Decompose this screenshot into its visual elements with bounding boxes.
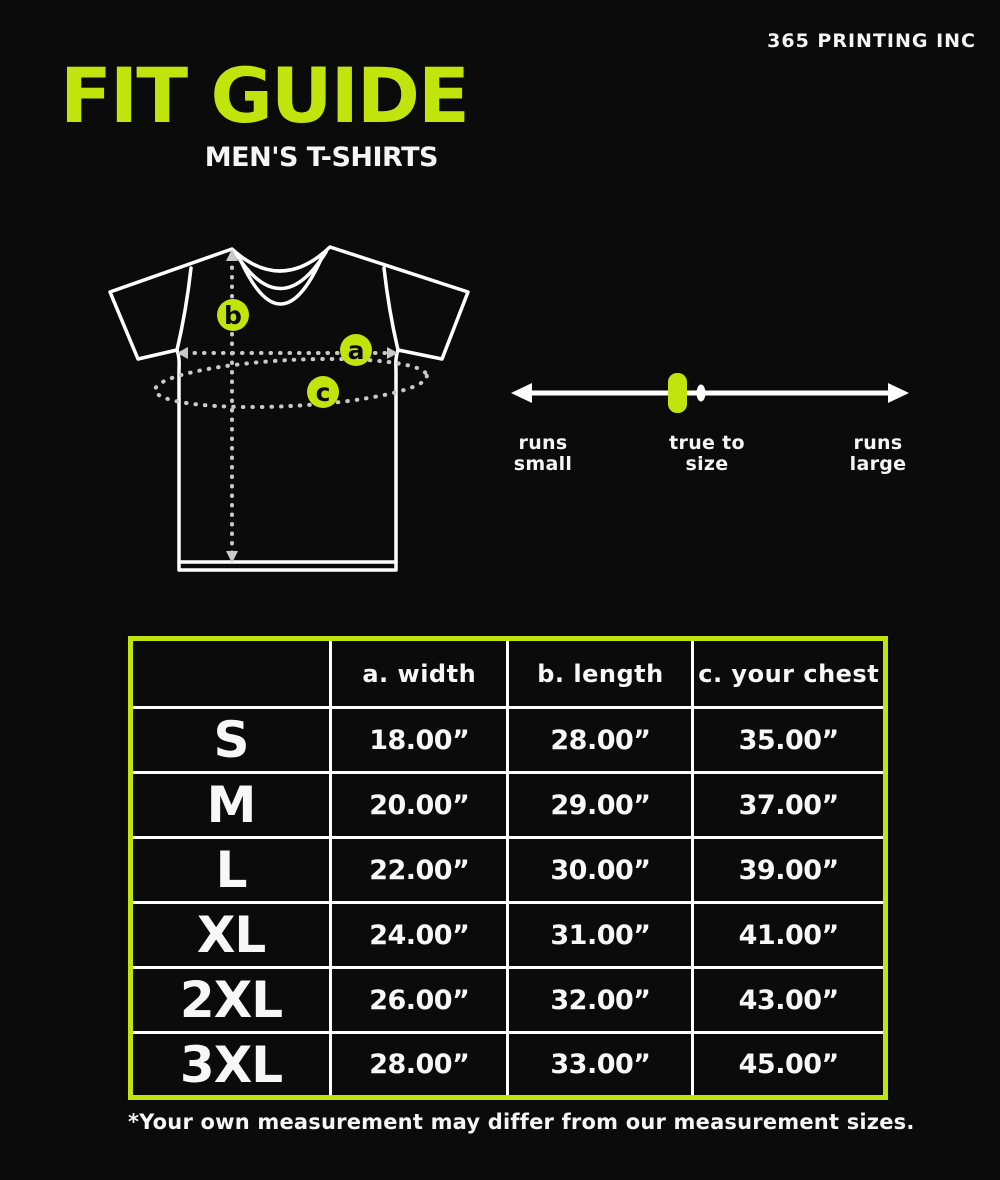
tshirt-outline	[108, 245, 470, 572]
width-value: 26.00”	[329, 966, 510, 1034]
width-value: 20.00”	[329, 771, 510, 839]
size-label: 2XL	[128, 966, 333, 1034]
chest-value: 45.00”	[691, 1031, 887, 1099]
length-value: 30.00”	[506, 836, 695, 904]
tshirt-measurement-diagram: b a c	[88, 228, 488, 588]
header-width: a. width	[329, 637, 510, 709]
size-label: XL	[128, 901, 333, 969]
marker-b-circle	[217, 299, 249, 331]
page-title: FIT GUIDE	[60, 51, 470, 140]
table-row-xl: XL 24.00” 31.00” 41.00”	[128, 901, 887, 969]
table-row-l: L 22.00” 30.00” 39.00”	[128, 836, 887, 904]
length-value: 31.00”	[506, 901, 695, 969]
marker-c-label: c	[316, 378, 331, 407]
page-subtitle: MEN'S T-SHIRTS	[204, 142, 439, 173]
size-table-container: a. width b. length c. your chest S 18.00…	[128, 636, 888, 1100]
chest-value: 43.00”	[691, 966, 887, 1034]
width-value: 24.00”	[329, 901, 510, 969]
width-value: 22.00”	[329, 836, 510, 904]
length-value: 32.00”	[506, 966, 695, 1034]
scale-arrow-right-icon	[888, 383, 909, 403]
title-block: FIT GUIDE MEN'S T-SHIRTS	[60, 51, 470, 174]
width-value: 28.00”	[329, 1031, 510, 1099]
true-to-size-label: true to size	[669, 432, 745, 475]
measurement-disclaimer: *Your own measurement may differ from ou…	[128, 1110, 915, 1134]
table-row-s: S 18.00” 28.00” 35.00”	[128, 706, 887, 774]
chest-value: 41.00”	[691, 901, 887, 969]
runs-large-label: runs large	[849, 432, 907, 475]
marker-b-label: b	[224, 301, 242, 330]
fit-scale-labels: runs small true to size runs large	[505, 433, 915, 483]
size-table-header-row: a. width b. length c. your chest	[128, 637, 887, 709]
length-value: 28.00”	[506, 706, 695, 774]
marker-a-label: a	[348, 336, 365, 365]
header-size	[128, 637, 333, 709]
scale-arrow-left-icon	[511, 383, 532, 403]
chest-value: 37.00”	[691, 771, 887, 839]
measurement-arrowheads	[177, 249, 398, 563]
fit-scale: runs small true to size runs large	[505, 365, 915, 495]
scale-indicator-handle	[668, 373, 687, 413]
size-label: L	[128, 836, 333, 904]
runs-small-label: runs small	[513, 432, 573, 475]
size-label: S	[128, 706, 333, 774]
header-length: b. length	[506, 637, 695, 709]
marker-a-circle	[340, 334, 372, 366]
chest-line	[153, 356, 429, 410]
table-row-3xl: 3XL 28.00” 33.00” 45.00”	[128, 1031, 887, 1099]
tshirt-diagram-svg: b a c	[108, 245, 470, 572]
chest-value: 39.00”	[691, 836, 887, 904]
scale-midpoint-dot	[696, 384, 706, 402]
size-label: 3XL	[128, 1031, 333, 1099]
marker-c-circle	[307, 376, 339, 408]
length-value: 33.00”	[506, 1031, 695, 1099]
brand-name: 365 PRINTING INC	[767, 30, 976, 52]
chest-value: 35.00”	[691, 706, 887, 774]
diagram-markers: b a c	[217, 299, 372, 408]
length-value: 29.00”	[506, 771, 695, 839]
width-value: 18.00”	[329, 706, 510, 774]
size-table: a. width b. length c. your chest S 18.00…	[128, 636, 888, 1100]
table-row-m: M 20.00” 29.00” 37.00”	[128, 771, 887, 839]
header-chest: c. your chest	[691, 637, 887, 709]
fit-scale-arrow	[511, 373, 909, 413]
table-row-2xl: 2XL 26.00” 32.00” 43.00”	[128, 966, 887, 1034]
size-label: M	[128, 771, 333, 839]
